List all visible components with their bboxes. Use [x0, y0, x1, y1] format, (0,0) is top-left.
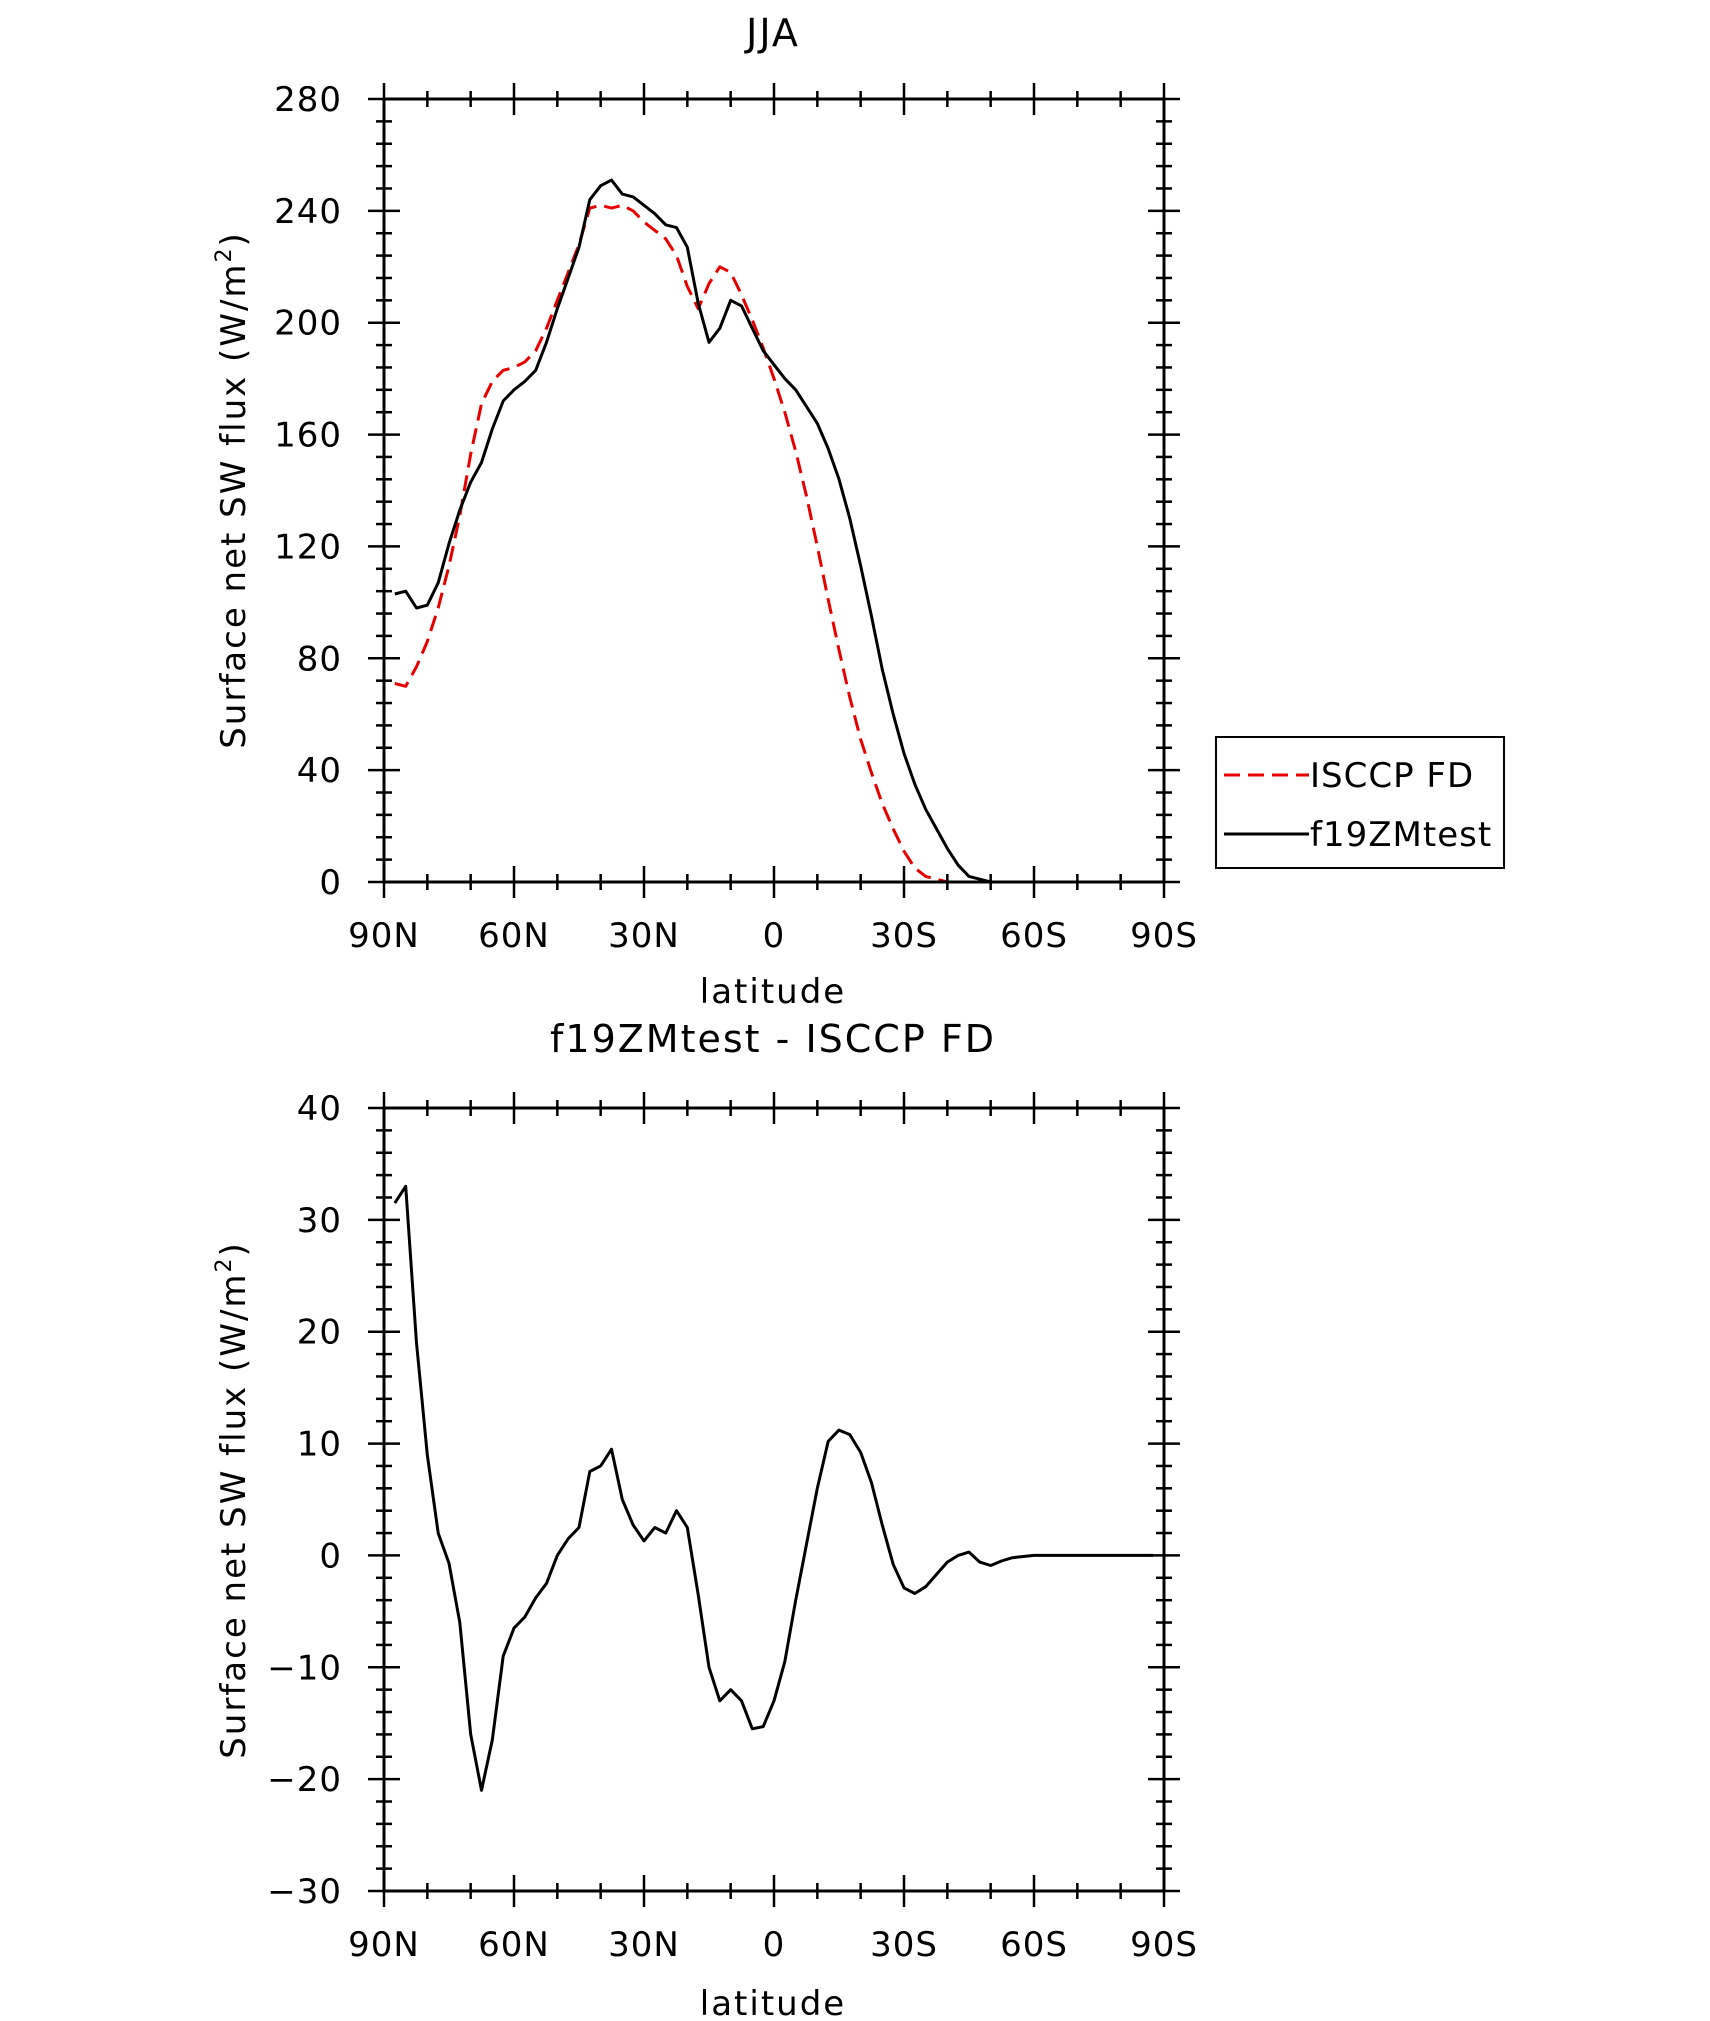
y-tick-label: 40 — [297, 751, 342, 791]
y-tick-label: 30 — [297, 1201, 342, 1241]
x-axis-label: latitude — [700, 1984, 846, 2021]
y-axis-label: Surface net SW flux (W/m2) — [212, 231, 254, 749]
x-tick-label: 0 — [763, 916, 786, 956]
x-axis-label: latitude — [700, 972, 846, 1012]
y-tick-label: 40 — [297, 1089, 342, 1129]
x-tick-label: 30N — [608, 1925, 680, 1965]
x-tick-label: 60N — [478, 916, 550, 956]
x-tick-label: 60S — [1000, 1925, 1068, 1965]
y-tick-label: 120 — [274, 527, 342, 567]
y-tick-label: 20 — [297, 1313, 342, 1353]
panel-top: JJA 0 40 80 120 160 200 240 280 90N 60N 30N 0 30S 60S… — [212, 11, 1505, 1012]
y-tick-label: −30 — [267, 1872, 342, 1912]
y-tick-label: 10 — [297, 1425, 342, 1465]
x-tick-label: 90S — [1130, 1925, 1198, 1965]
chart-title-difference: f19ZMtest - ISCCP FD — [550, 1017, 996, 1061]
series-line-difference — [393, 1184, 1154, 1792]
plot-frame — [382, 97, 1166, 884]
y-tick-label: 240 — [274, 192, 342, 232]
x-tick-label: 60N — [478, 1925, 550, 1965]
legend-label-isccp-fd: ISCCP FD — [1310, 756, 1474, 796]
series-line-isccp-fd — [394, 203, 1154, 884]
chart-title: JJA — [744, 11, 800, 55]
legend-label-f19zmtest: f19ZMtest — [1310, 815, 1492, 855]
plot-frame — [382, 1106, 1166, 1893]
legend: ISCCP FD f19ZMtest — [1215, 736, 1505, 869]
x-tick-label: 30N — [608, 916, 680, 956]
y-tick-label: 200 — [274, 304, 342, 344]
x-tick-label: 90N — [348, 1925, 420, 1965]
y-tick-label: 160 — [274, 416, 342, 456]
x-tick-label: 90N — [348, 916, 420, 956]
y-axis-label: Surface net SW flux (W/m2) — [212, 1241, 254, 1759]
x-tick-label: 30S — [870, 916, 938, 956]
x-tick-label: 60S — [1000, 916, 1068, 956]
y-tick-label: 80 — [297, 639, 342, 679]
y-tick-label: 0 — [319, 1536, 342, 1576]
x-tick-label: 0 — [763, 1925, 786, 1965]
y-tick-label: 280 — [274, 80, 342, 120]
panel-bottom: f19ZMtest - ISCCP FD −30 −20 −10 0 10 20 30 40 9… — [212, 1017, 1198, 2021]
x-tick-label: 30S — [870, 1925, 938, 1965]
y-tick-label: −20 — [267, 1760, 342, 1800]
series-line-f19zmtest — [394, 178, 1154, 884]
y-tick-label: −10 — [267, 1648, 342, 1688]
x-tick-label: 90S — [1130, 916, 1198, 956]
legend-box — [1215, 736, 1505, 869]
y-tick-label: 0 — [319, 863, 342, 903]
